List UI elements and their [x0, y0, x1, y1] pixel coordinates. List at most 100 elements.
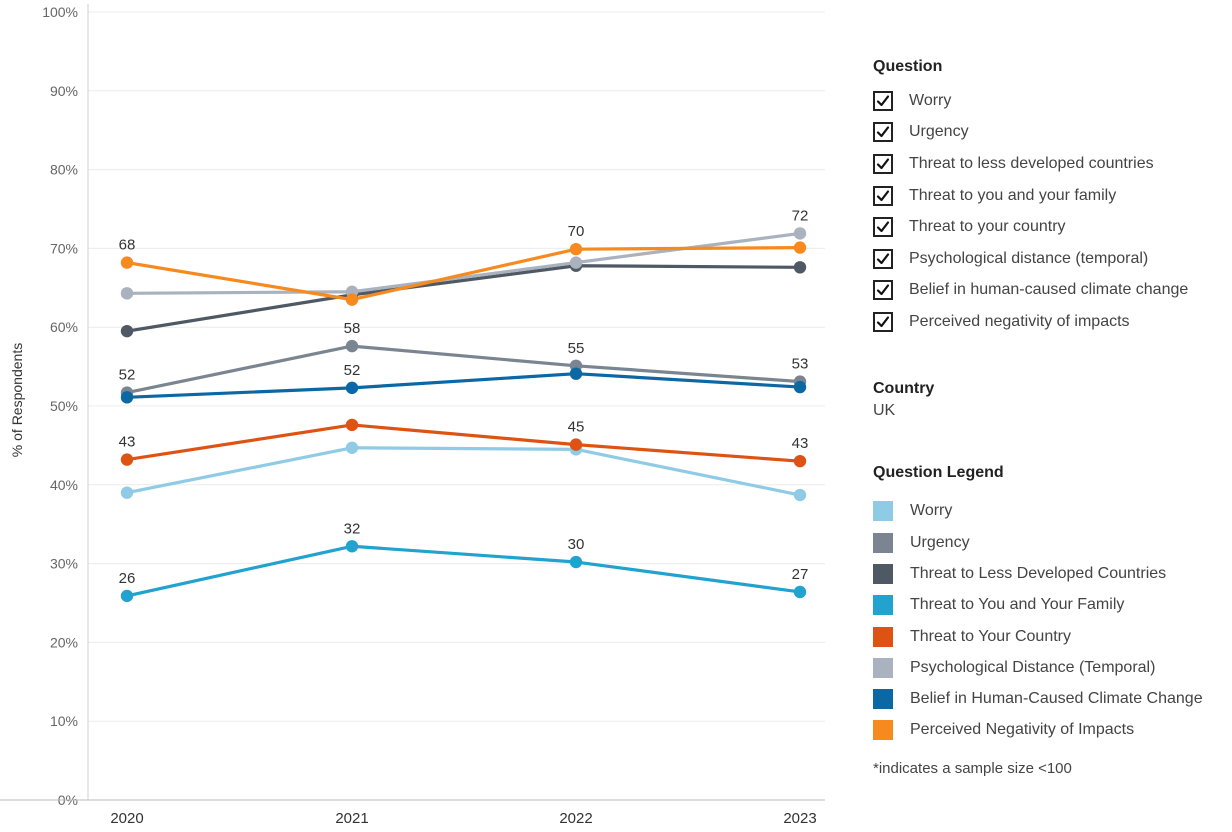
data-point[interactable]: [569, 256, 583, 269]
series-line[interactable]: [126, 246, 801, 302]
data-point[interactable]: [345, 418, 359, 432]
series-line[interactable]: [126, 231, 801, 295]
data-point[interactable]: [569, 367, 583, 380]
legend-item[interactable]: Threat to Less Developed Countries: [873, 558, 1228, 589]
data-label: 27: [792, 566, 809, 583]
legend-item[interactable]: Psychological Distance (Temporal): [873, 652, 1228, 683]
footnote: *indicates a sample size <100: [873, 760, 1072, 777]
data-point[interactable]: [120, 486, 134, 499]
legend-swatch: [873, 689, 893, 710]
series-worry[interactable]: [120, 441, 807, 502]
legend-label: Belief in Human-Caused Climate Change: [910, 690, 1203, 708]
series-belief-in-human-caused-climate-change[interactable]: [120, 367, 807, 404]
legend-swatch: [873, 501, 893, 522]
data-point[interactable]: [793, 488, 807, 502]
data-point[interactable]: [120, 453, 134, 466]
data-label: 52: [344, 362, 361, 379]
legend-label: Urgency: [910, 533, 970, 551]
question-filter-item[interactable]: Urgency: [873, 117, 1228, 149]
series-threat-to-you-and-your-family[interactable]: [120, 540, 807, 603]
legend-swatch: [873, 532, 893, 553]
data-point[interactable]: [120, 324, 134, 338]
question-filter-item[interactable]: Threat to you and your family: [873, 180, 1228, 212]
data-point[interactable]: [793, 454, 807, 468]
legend-swatch: [873, 657, 893, 678]
y-tick-label: 60%: [50, 319, 78, 335]
legend-swatch: [873, 563, 893, 584]
data-point[interactable]: [120, 287, 134, 300]
series-perceived-negativity-of-impacts[interactable]: [120, 241, 807, 306]
legend-item[interactable]: Perceived Negativity of Impacts: [873, 715, 1228, 746]
checkbox-checked-icon[interactable]: [873, 122, 893, 143]
question-filter-item[interactable]: Threat to your country: [873, 211, 1228, 243]
series-urgency[interactable]: [120, 339, 807, 399]
data-point[interactable]: [793, 380, 807, 394]
series-line[interactable]: [126, 344, 801, 395]
data-point[interactable]: [345, 381, 359, 395]
question-filter-item[interactable]: Psychological distance (temporal): [873, 243, 1228, 275]
legend-swatch: [873, 595, 893, 616]
data-label: 43: [119, 434, 136, 451]
data-point[interactable]: [345, 293, 359, 306]
y-tick-label: 100%: [42, 4, 78, 20]
question-filter-item[interactable]: Threat to less developed countries: [873, 148, 1228, 180]
series-threat-to-less-developed-countries[interactable]: [120, 259, 807, 338]
series-threat-to-your-country[interactable]: [120, 418, 807, 468]
data-point[interactable]: [120, 391, 134, 404]
legend-item[interactable]: Threat to You and Your Family: [873, 590, 1228, 621]
checkbox-checked-icon[interactable]: [873, 185, 893, 206]
data-point[interactable]: [345, 339, 359, 353]
series-line[interactable]: [126, 544, 801, 598]
legend-item[interactable]: Worry: [873, 496, 1228, 527]
question-filter-label: Perceived negativity of impacts: [909, 312, 1130, 330]
legend-label: Threat to You and Your Family: [910, 596, 1125, 614]
question-filter-label: Urgency: [909, 123, 969, 141]
data-label: 55: [568, 340, 585, 357]
data-point[interactable]: [793, 227, 807, 240]
data-label: 70: [568, 223, 585, 240]
data-point[interactable]: [793, 261, 807, 274]
checkbox-checked-icon[interactable]: [873, 90, 893, 111]
question-heading: Question: [873, 58, 943, 75]
checkbox-checked-icon[interactable]: [873, 248, 893, 269]
question-filter-item[interactable]: Perceived negativity of impacts: [873, 306, 1228, 338]
data-point[interactable]: [569, 555, 583, 569]
legend-heading: Question Legend: [873, 463, 1004, 481]
series-line[interactable]: [126, 423, 801, 463]
country-heading: Country: [873, 379, 935, 397]
data-point[interactable]: [345, 441, 359, 454]
question-filter-item[interactable]: Worry: [873, 85, 1228, 117]
data-point[interactable]: [569, 438, 583, 451]
question-filter-label: Worry: [909, 91, 952, 109]
checkbox-checked-icon[interactable]: [873, 217, 893, 238]
series-line[interactable]: [126, 264, 801, 333]
data-point[interactable]: [120, 589, 134, 603]
grid-lines: [88, 11, 825, 722]
y-tick-label: 30%: [50, 556, 78, 572]
series-psychological-distance-temporal-[interactable]: [120, 227, 807, 300]
y-tick-label: 70%: [50, 240, 78, 256]
data-point[interactable]: [793, 585, 807, 599]
checkbox-checked-icon[interactable]: [873, 153, 893, 174]
legend-item[interactable]: Urgency: [873, 527, 1228, 558]
x-tick-label: 2021: [335, 810, 368, 827]
data-label: 26: [119, 570, 136, 587]
legend-item[interactable]: Threat to Your Country: [873, 621, 1228, 652]
y-tick-label: 50%: [50, 398, 78, 414]
checkbox-checked-icon[interactable]: [873, 280, 893, 301]
checkbox-checked-icon[interactable]: [873, 311, 893, 332]
x-tick-label: 2022: [559, 810, 592, 827]
country-value[interactable]: UK: [873, 401, 896, 419]
question-filter-label: Psychological distance (temporal): [909, 249, 1149, 267]
series-line[interactable]: [126, 446, 801, 497]
data-point[interactable]: [120, 256, 134, 269]
data-point[interactable]: [345, 540, 359, 553]
series-line[interactable]: [126, 372, 801, 399]
legend-item[interactable]: Belief in Human-Caused Climate Change: [873, 684, 1228, 715]
question-filter-item[interactable]: Belief in human-caused climate change: [873, 275, 1228, 307]
filter-panel: Question Worry Urgency Threat to less deve…: [873, 56, 1228, 746]
data-point[interactable]: [569, 242, 583, 256]
data-point[interactable]: [793, 241, 807, 254]
country-filter: Country UK: [873, 378, 1228, 422]
y-tick-label: 10%: [50, 713, 78, 729]
